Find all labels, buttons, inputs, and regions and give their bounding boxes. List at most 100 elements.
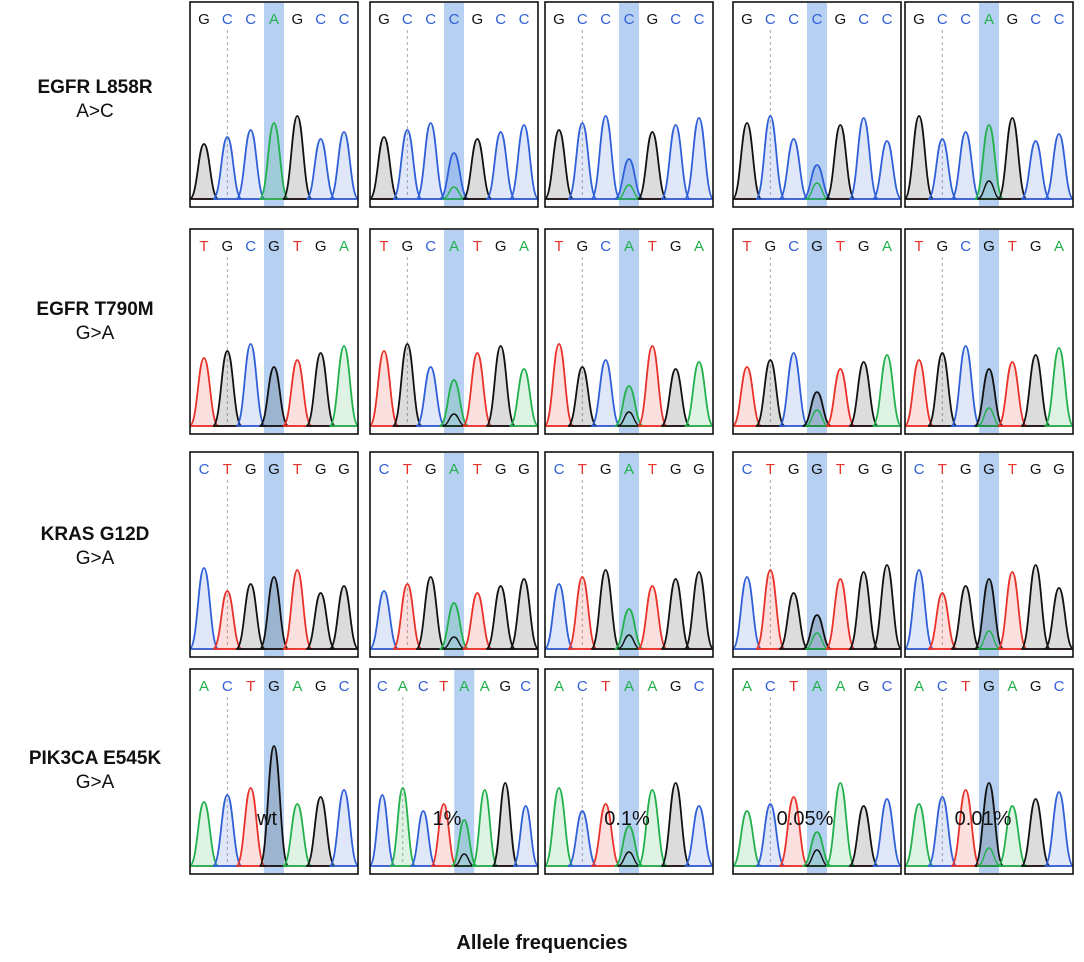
panel-frame (369, 668, 539, 875)
base-letter: C (449, 11, 460, 28)
base-letter: A (624, 678, 634, 695)
base-letter: G (858, 461, 870, 478)
minor-allele-peak (805, 849, 829, 867)
base-letter: G (670, 678, 682, 695)
base-letter: A (554, 678, 564, 695)
trace-peak-G (391, 343, 423, 427)
panel-frame (189, 1, 359, 208)
base-letter: G (983, 238, 995, 255)
base-letter: C (577, 11, 588, 28)
trace-peak-A (258, 122, 290, 200)
trace-peak-G (508, 578, 540, 650)
minor-allele-peak (442, 413, 466, 427)
trace-peak-C (926, 796, 958, 867)
trace-peak-G (305, 592, 337, 650)
trace-peak-T (824, 578, 856, 650)
base-letter: C (882, 11, 893, 28)
base-letter: T (914, 238, 923, 255)
base-letter: G (401, 238, 413, 255)
base-letter: T (648, 238, 657, 255)
trace-peak-C (409, 810, 437, 867)
trace-peak-A (188, 801, 220, 867)
trace-peak-A (508, 368, 540, 427)
mutation-highlight (807, 3, 827, 206)
column-label-0-05pct: 0.05% (776, 808, 834, 830)
base-letter: T (379, 238, 388, 255)
base-letter: C (519, 11, 530, 28)
panel-frame (732, 668, 902, 875)
trace-peak-C (848, 117, 880, 200)
base-letter: C (379, 461, 390, 478)
base-letter: G (471, 11, 483, 28)
trace-peak-C (328, 131, 360, 200)
trace-peak-G (328, 585, 360, 650)
base-letter: C (418, 678, 429, 695)
base-letter: G (913, 11, 925, 28)
trace-peak-G (950, 585, 982, 650)
base-letter: C (1030, 11, 1041, 28)
minor-allele-peak (442, 636, 466, 650)
base-letter: G (881, 461, 893, 478)
base-letter: C (245, 11, 256, 28)
base-letter: C (520, 678, 531, 695)
trace-peak-T (636, 345, 668, 427)
minor-allele-peak (617, 851, 641, 867)
panel-frame (189, 668, 359, 875)
trace-peak-G (211, 350, 243, 427)
gene-name: PIK3CA E545K (28, 748, 162, 769)
trace-peak-C (871, 140, 903, 200)
trace-peak-C (543, 583, 575, 650)
base-letter: A (835, 678, 845, 695)
trace-peak-C (660, 124, 692, 200)
trace-peak-G (1020, 564, 1052, 650)
base-letter: G (600, 461, 612, 478)
base-letter: C (788, 238, 799, 255)
trace-peak-G (485, 345, 517, 427)
trace-peak-C (1020, 140, 1052, 200)
trace-peak-G (848, 361, 880, 427)
base-letter: A (269, 11, 279, 28)
panel-frame (369, 228, 539, 435)
base-letter: A (449, 238, 459, 255)
trace-peak-T (824, 368, 856, 427)
base-letter: T (473, 461, 482, 478)
base-letter: G (221, 238, 233, 255)
trace-peak-T (996, 571, 1028, 650)
base-letter: A (984, 11, 994, 28)
base-letter: C (425, 11, 436, 28)
base-letter: C (1054, 11, 1065, 28)
base-letter: A (292, 678, 302, 695)
trace-peak-A (824, 782, 856, 867)
trace-peak-T (188, 357, 220, 427)
gene-name: EGFR T790M (36, 299, 154, 320)
minor-allele-peak (977, 847, 1001, 867)
trace-peak-C (391, 129, 423, 200)
base-letter: G (936, 238, 948, 255)
trace-peak-G (973, 782, 1005, 867)
trace-peak-G (660, 782, 692, 867)
trace-peak-A (614, 385, 644, 427)
minor-allele-peak (617, 634, 641, 650)
base-letter: G (693, 461, 705, 478)
base-letter: A (914, 678, 924, 695)
trace-peak-G (754, 359, 786, 427)
base-letter: G (646, 11, 658, 28)
base-letter: G (198, 11, 210, 28)
base-letter: C (600, 11, 611, 28)
panel-frame (904, 1, 1074, 208)
base-letter: T (293, 238, 302, 255)
base-letter: C (377, 678, 388, 695)
trace-peak-G (281, 115, 313, 200)
trace-peak-T (926, 592, 958, 650)
column-label-0-01pct: 0.01% (954, 808, 1012, 830)
trace-peak-T (368, 350, 400, 427)
base-letter: C (199, 461, 210, 478)
